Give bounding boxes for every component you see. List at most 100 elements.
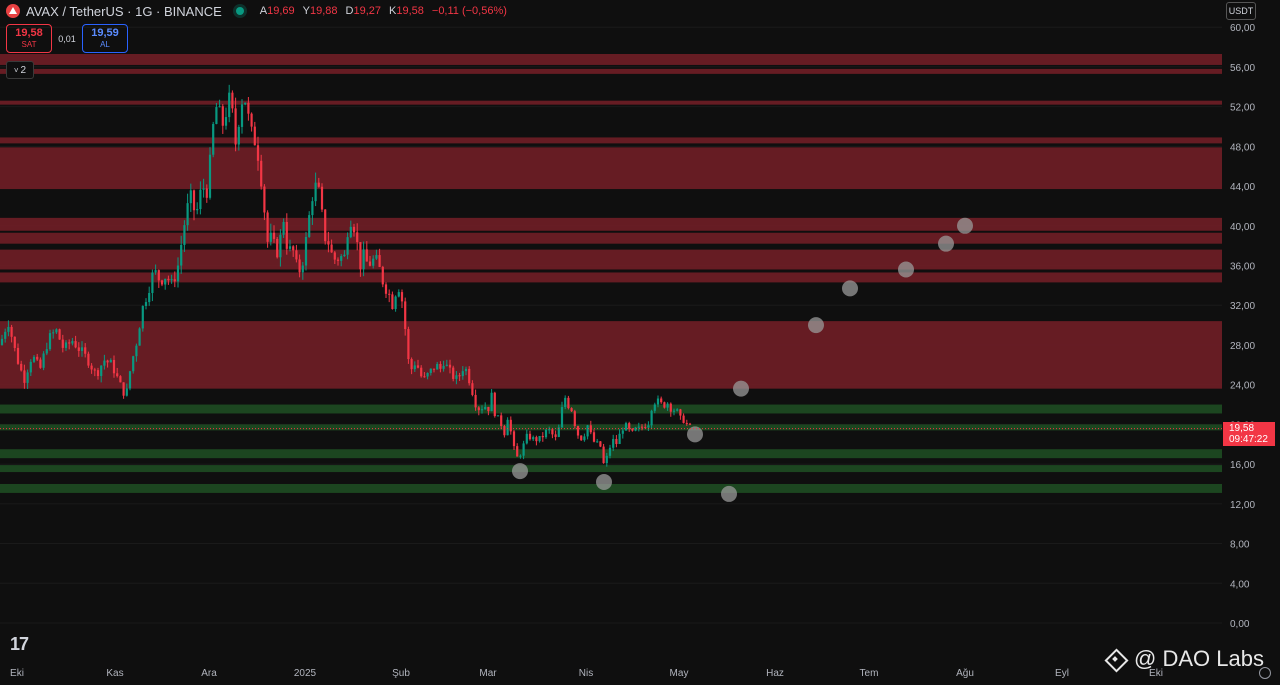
candle-body <box>564 397 567 408</box>
projection-marker <box>957 217 973 234</box>
time-axis[interactable]: Eki Kas Ara 2025 Şub Mar Nis May Haz Tem Ağu Eyl Eki <box>10 668 1163 679</box>
price-zones <box>0 54 1222 493</box>
candle-body <box>282 221 285 235</box>
candle-body <box>356 232 359 243</box>
candle-body <box>509 419 512 432</box>
candle-body <box>205 188 208 198</box>
candle-body <box>506 419 509 436</box>
candle-body <box>538 435 541 442</box>
candle-body <box>663 402 666 408</box>
candle-body <box>570 408 573 412</box>
candle-body <box>324 209 327 242</box>
candle-body <box>192 190 196 211</box>
candle-body <box>176 265 180 282</box>
projection-marker <box>596 473 612 490</box>
gear-icon[interactable] <box>1259 667 1271 679</box>
sell-button[interactable]: 19,58 SAT <box>6 24 52 53</box>
candle-body <box>381 266 384 285</box>
candle-body <box>404 301 407 330</box>
candlestick-series <box>0 84 692 467</box>
candle-body <box>36 356 39 360</box>
candle-body <box>141 305 144 329</box>
candle-body <box>260 160 263 187</box>
candle-body <box>340 256 343 261</box>
price-tick-label: 8,00 <box>1230 540 1250 551</box>
projection-marker <box>938 235 954 252</box>
candle-body <box>336 259 340 261</box>
candle-body <box>61 339 64 348</box>
candle-body <box>151 272 154 293</box>
candle-body <box>596 441 599 443</box>
candle-body <box>87 353 90 366</box>
candle-body <box>669 403 672 412</box>
candle-body <box>660 398 663 403</box>
price-tick-label: 52,00 <box>1230 103 1255 114</box>
candle-body <box>77 347 80 351</box>
candle-body <box>589 425 592 433</box>
candle-body <box>672 410 676 412</box>
indicators-toggle[interactable]: ˅ 2 <box>6 61 34 79</box>
symbol-title[interactable]: AVAX / TetherUS · 1G · BINANCE <box>26 3 222 19</box>
candle-body <box>448 364 452 368</box>
candle-body <box>298 259 301 273</box>
candle-body <box>218 106 221 108</box>
price-tick-label: 60,00 <box>1230 23 1255 34</box>
candle-body <box>522 443 525 456</box>
candle-body <box>368 261 372 266</box>
candle-body <box>455 375 458 379</box>
candle-body <box>528 433 532 440</box>
candle-body <box>573 411 576 427</box>
currency-selector[interactable]: USDT <box>1226 2 1256 20</box>
candle-body <box>13 336 16 348</box>
candle-body <box>384 284 388 294</box>
candle-body <box>484 406 487 410</box>
candle-body <box>349 226 352 238</box>
candle-body <box>512 431 516 447</box>
buy-button[interactable]: 19,59 AL <box>82 24 128 53</box>
candle-body <box>314 182 317 202</box>
candle-body <box>583 436 586 441</box>
resistance-zone <box>0 147 1222 190</box>
candle-body <box>496 415 500 417</box>
ohlc-values: A19,69 Y19,88 D19,27 K19,58 −0,11 (−0,56… <box>260 5 507 17</box>
candle-body <box>45 349 48 354</box>
candle-body <box>628 423 631 429</box>
ohlc-high: Y19,88 <box>302 5 338 17</box>
candle-body <box>631 428 634 431</box>
candle-body <box>10 326 13 337</box>
support-zone <box>0 404 1222 414</box>
candle-body <box>352 226 356 233</box>
candle-body <box>647 425 650 428</box>
price-tick-label: 4,00 <box>1230 579 1250 590</box>
candle-body <box>327 241 330 245</box>
time-tick-label: Kas <box>106 668 123 679</box>
price-tick-label: 44,00 <box>1230 182 1255 193</box>
candle-body <box>32 356 36 362</box>
candle-body <box>362 249 365 270</box>
candle-body <box>170 279 173 281</box>
price-tick-label: 16,00 <box>1230 460 1255 471</box>
candle-body <box>122 382 125 396</box>
candle-body <box>477 407 480 411</box>
candle-body <box>180 244 183 266</box>
price-axis[interactable]: 60,00 56,00 52,00 48,00 44,00 40,00 36,00 32,00… <box>1222 0 1280 685</box>
candle-body <box>423 376 426 378</box>
ohlc-open: A19,69 <box>259 5 295 17</box>
candle-body <box>132 356 135 372</box>
time-tick-label: Mar <box>479 668 497 679</box>
tradingview-logo-icon[interactable]: 17 <box>10 634 29 654</box>
candle-body <box>240 104 244 127</box>
candle-body <box>20 363 23 371</box>
candle-body <box>4 331 7 339</box>
candle-body <box>90 365 93 370</box>
symbol-header[interactable]: AVAX / TetherUS · 1G · BINANCE A19,69 Y1… <box>6 2 507 20</box>
candle-body <box>0 338 4 345</box>
price-tick-label: 48,00 <box>1230 142 1255 153</box>
candle-body <box>436 364 439 370</box>
candle-body <box>679 409 682 416</box>
candle-body <box>148 292 151 303</box>
candle-body <box>535 437 538 442</box>
chevron-down-icon: ˅ <box>13 65 19 75</box>
candle-body <box>221 106 224 126</box>
